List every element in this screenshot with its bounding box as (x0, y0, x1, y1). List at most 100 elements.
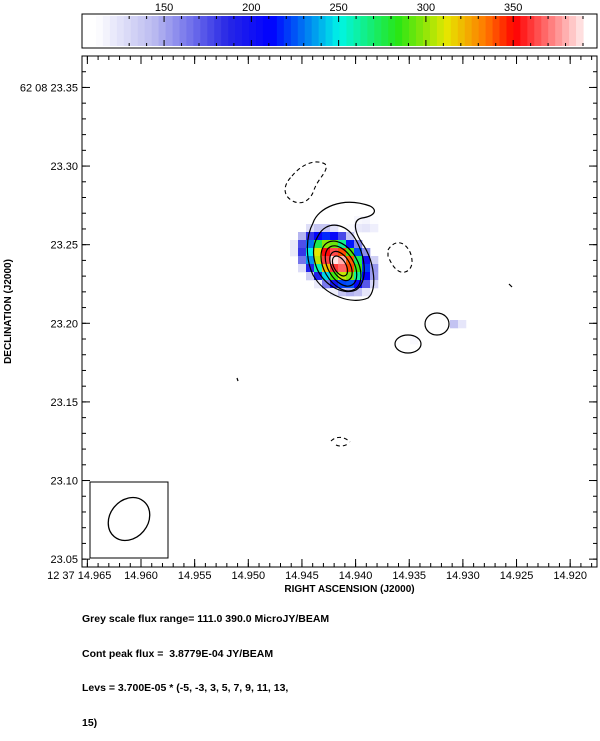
colorbar-step (395, 16, 403, 46)
x-tick-label: 14.930 (446, 570, 480, 582)
colorbar-step (381, 16, 389, 46)
contour-5sigma (312, 224, 365, 293)
colorbar-step (318, 16, 327, 46)
contour-component (394, 334, 422, 354)
colorbar-step (576, 16, 584, 46)
y-tick-label: 62 08 23.35 (20, 82, 78, 94)
colorbar-step (513, 16, 521, 46)
contour-map: 150 200 250 300 350 12 37 14.965 14.960 14.955… (3, 2, 598, 595)
colorbar-step (214, 16, 222, 46)
heatmap-pixel (322, 224, 331, 233)
colorbar-step (290, 16, 299, 46)
y-axis-ticks: 23.05 23.10 23.15 23.20 23.25 23.30 62 08 23.3… (20, 71, 597, 566)
colorbar-step (235, 16, 243, 46)
colorbar-step (499, 16, 508, 46)
contour-13sigma (331, 255, 349, 277)
colorbar-step (422, 16, 431, 46)
contour-negative (387, 242, 413, 273)
colorbar-tick-label: 200 (242, 2, 260, 14)
x-tick-label: 14.925 (500, 570, 534, 582)
heatmap-pixel (346, 264, 355, 273)
heatmap-pixel (330, 272, 339, 281)
colorbar-step (534, 16, 542, 46)
y-tick-label: 23.15 (50, 397, 78, 409)
heatmap-pixel (362, 272, 371, 281)
colorbar-step (416, 16, 424, 46)
colorbar-step (562, 16, 570, 46)
heatmap-pixel (314, 264, 323, 273)
heatmap-pixel (370, 256, 379, 265)
heatmap-pixel (362, 248, 371, 257)
colorbar-step (471, 16, 480, 46)
heatmap-pixel (314, 256, 323, 265)
x-axis-title: RIGHT ASCENSION (J2000) (284, 584, 414, 595)
x-tick-label: 14.920 (553, 570, 587, 582)
colorbar-step (325, 16, 334, 46)
contours (236, 161, 513, 447)
colorbar-step (207, 16, 215, 46)
colorbar-step (158, 16, 167, 46)
x-tick-label: 14.940 (339, 570, 373, 582)
contour-component (424, 312, 450, 336)
colorbar-step (436, 16, 445, 46)
heatmap-pixel (370, 264, 379, 273)
heatmap-pixel (354, 280, 363, 289)
heatmap-pixel (354, 264, 363, 273)
colorbar-step (102, 16, 111, 46)
heatmap-pixel (330, 224, 339, 233)
heatmap-pixel (330, 256, 339, 265)
heatmap-pixel (354, 272, 363, 281)
colorbar-step (144, 16, 153, 46)
colorbar-step (527, 16, 535, 46)
heatmap-pixel (330, 232, 339, 241)
heatmap-pixel (346, 232, 355, 241)
heatmap-pixel (362, 224, 371, 233)
colorbar-step (186, 16, 194, 46)
heatmap-pixel (354, 256, 363, 265)
colorbar (81, 13, 598, 49)
heatmap-pixel (314, 224, 323, 233)
heatmap-pixel (298, 264, 307, 273)
footer-notes: Grey scale flux range= 111.0 390.0 Micro… (82, 591, 329, 741)
colorbar-step (353, 16, 361, 46)
x-tick-label: 14.945 (285, 570, 319, 582)
colorbar-step (283, 16, 292, 46)
colorbar-step (311, 16, 320, 46)
colorbar-step (520, 16, 528, 46)
heatmap-pixel (346, 280, 355, 289)
colorbar-step (367, 16, 375, 46)
heatmap-pixel (298, 256, 307, 265)
y-tick-label: 23.20 (50, 318, 78, 330)
colorbar-step (297, 16, 306, 46)
heatmap-pixel (362, 264, 371, 273)
colorbar-tick-label: 350 (504, 2, 522, 14)
colorbar-step (109, 16, 118, 46)
colorbar-step (193, 16, 201, 46)
grey-scale-range-text: Grey scale flux range= 111.0 390.0 Micro… (82, 613, 330, 625)
colorbar-step (443, 16, 452, 46)
colorbar-step (256, 16, 264, 46)
colorbar-step (130, 16, 139, 46)
heatmap-pixel (306, 272, 315, 281)
contour-11sigma (329, 250, 353, 282)
colorbar-step (262, 16, 271, 46)
colorbar-step (96, 16, 104, 46)
colorbar-step (548, 16, 556, 46)
x-tick-label: 14.935 (392, 570, 426, 582)
heatmap-pixel (458, 320, 467, 329)
colorbar-step (276, 16, 285, 46)
colorbar-step (374, 16, 382, 46)
heatmap-pixel (338, 288, 347, 297)
heatmap-pixel (370, 224, 379, 233)
heatmap-pixel (362, 256, 371, 265)
heatmap-pixel (354, 224, 363, 233)
plot-frame (81, 55, 598, 568)
heatmap-pixel (338, 248, 347, 257)
colorbar-step (228, 16, 236, 46)
contour-3sigma (306, 201, 375, 301)
colorbar-tick-label: 150 (155, 2, 173, 14)
heatmap-pixel (306, 248, 315, 257)
colorbar-step (200, 16, 208, 46)
heatmap-pixel (346, 240, 355, 249)
heatmap-pixel (290, 248, 299, 257)
